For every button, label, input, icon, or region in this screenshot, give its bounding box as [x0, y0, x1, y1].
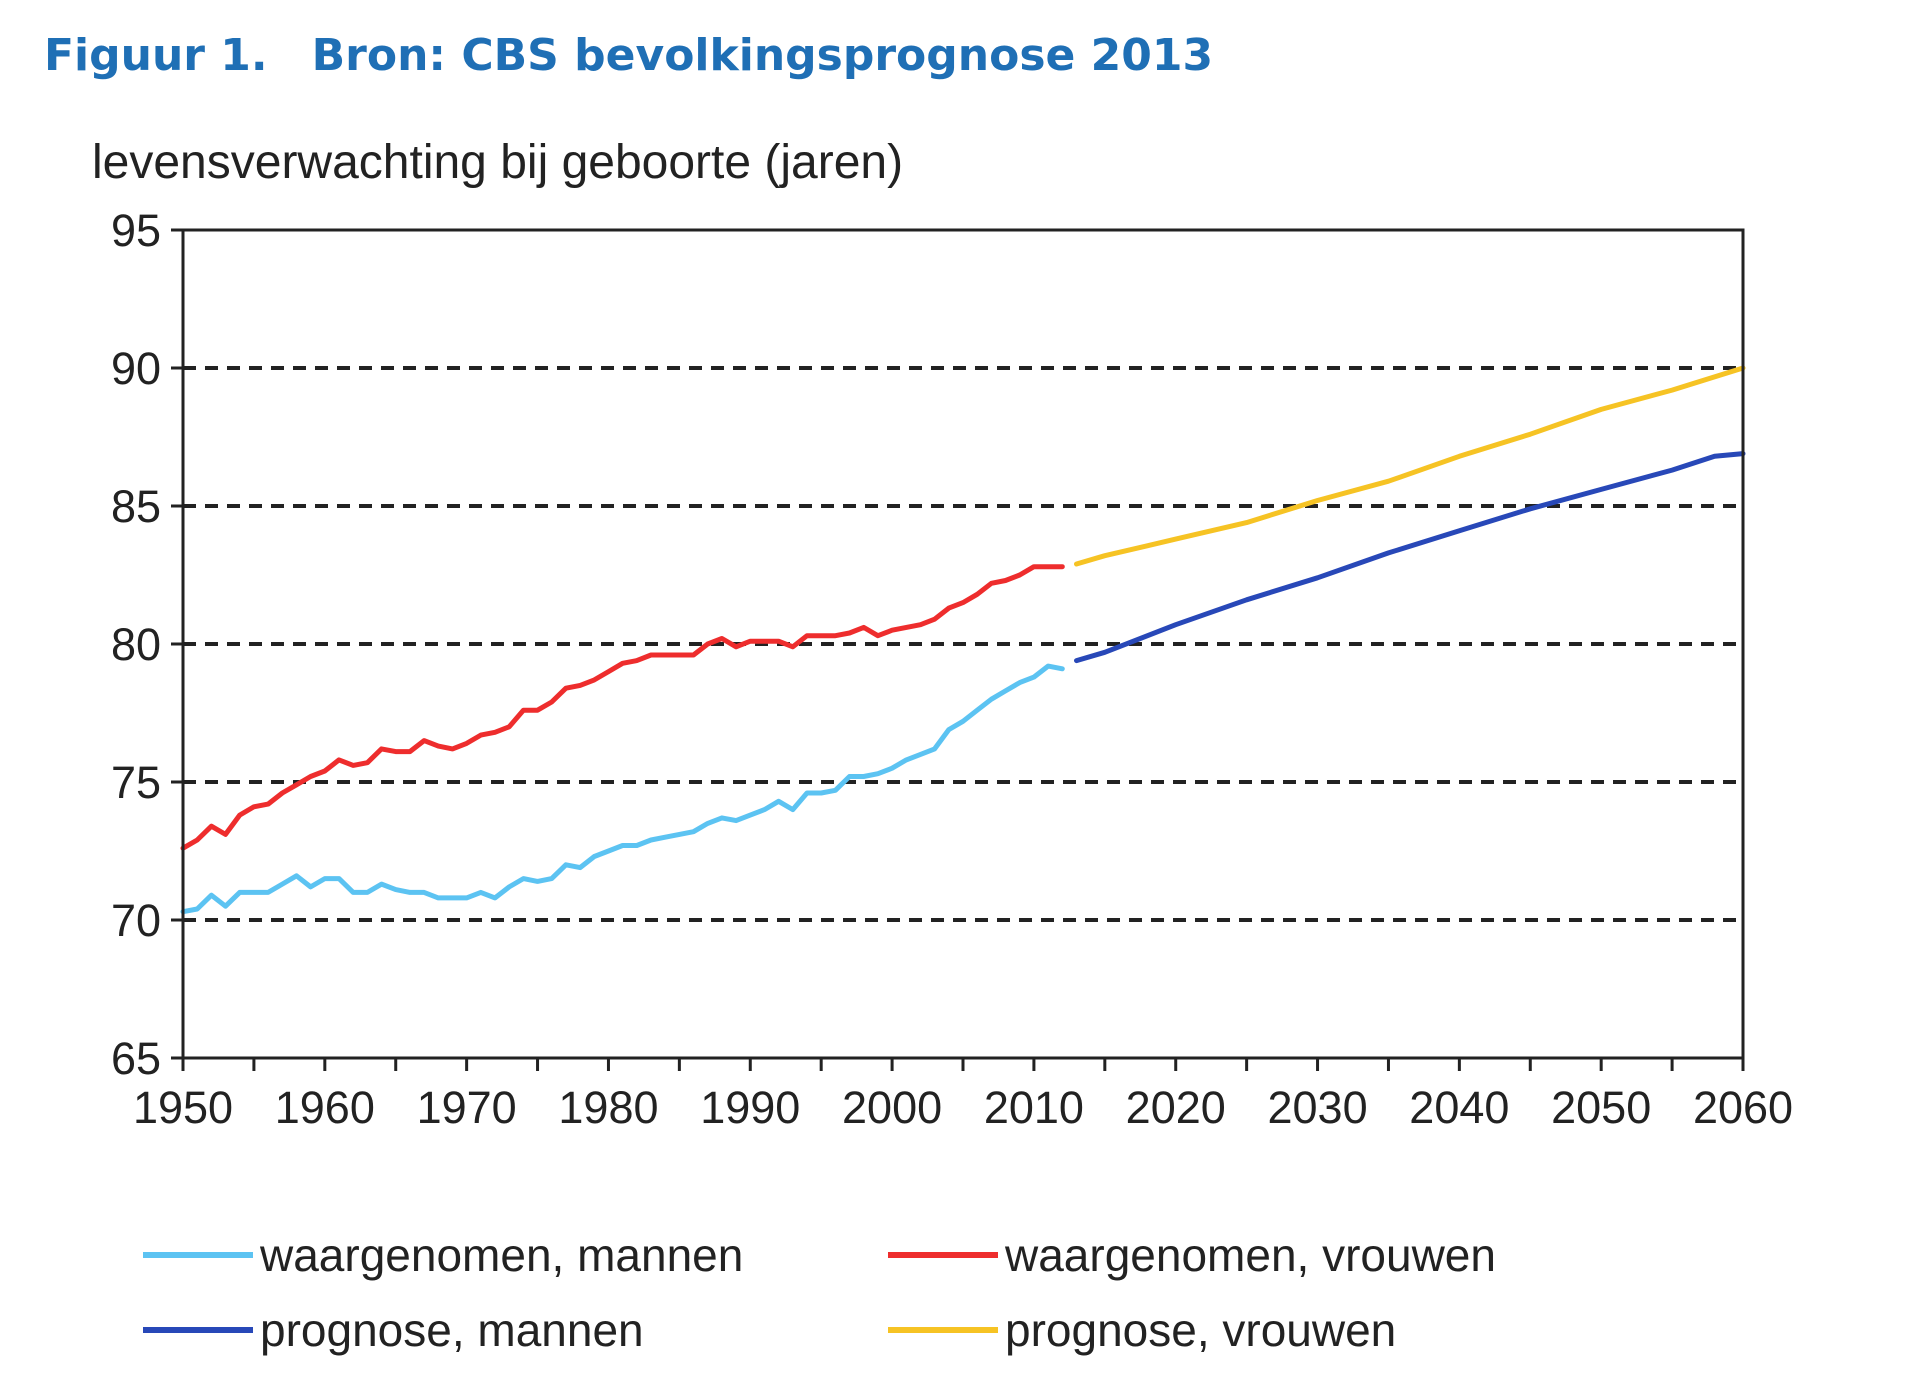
series-line-3 [1074, 451, 1746, 664]
x-tick-label: 2020 [1126, 1082, 1226, 1133]
x-tick-label: 2030 [1267, 1082, 1367, 1133]
x-tick-label: 1980 [558, 1082, 658, 1133]
x-tick-label: 2040 [1409, 1082, 1509, 1133]
figure-header: Figuur 1. Bron: CBS bevolkingsprognose 20… [44, 30, 1213, 81]
axis-ticks: 1950 1960 1970 1980 1990 2000 2010 2020 2030 2040… [111, 205, 1793, 1133]
y-tick-label: 95 [111, 205, 161, 256]
legend: waargenomen, mannen waargenomen, vrouwen p… [143, 1229, 1496, 1356]
x-tick-label: 1990 [700, 1082, 800, 1133]
y-tick-label: 65 [111, 1033, 161, 1084]
y-tick-label: 75 [111, 757, 161, 808]
y-tick-label: 85 [111, 481, 161, 532]
x-tick-label: 1950 [133, 1082, 233, 1133]
y-tick-label: 80 [111, 619, 161, 670]
figure-number: Figuur 1. [44, 30, 268, 81]
series-line-4 [1074, 365, 1746, 567]
chart-title: levensverwachting bij geboorte (jaren) [92, 136, 903, 189]
legend-label-3: prognose, mannen [260, 1304, 644, 1356]
legend-label-4: prognose, vrouwen [1005, 1304, 1396, 1356]
legend-label-2: waargenomen, vrouwen [1004, 1229, 1496, 1281]
x-tick-label: 2000 [842, 1082, 942, 1133]
x-tick-label: 2050 [1551, 1082, 1651, 1133]
x-tick-label: 2010 [984, 1082, 1084, 1133]
gridlines [183, 366, 1743, 922]
y-tick-label: 70 [111, 895, 161, 946]
series-lines [180, 365, 1746, 915]
series-line-2 [180, 564, 1065, 851]
x-tick-label: 1970 [417, 1082, 517, 1133]
legend-label-1: waargenomen, mannen [259, 1229, 743, 1281]
figure-source: Bron: CBS bevolkingsprognose 2013 [311, 30, 1214, 81]
x-tick-label: 2060 [1693, 1082, 1793, 1133]
series-line-1 [180, 663, 1065, 915]
y-tick-label: 90 [111, 343, 161, 394]
x-tick-label: 1960 [275, 1082, 375, 1133]
